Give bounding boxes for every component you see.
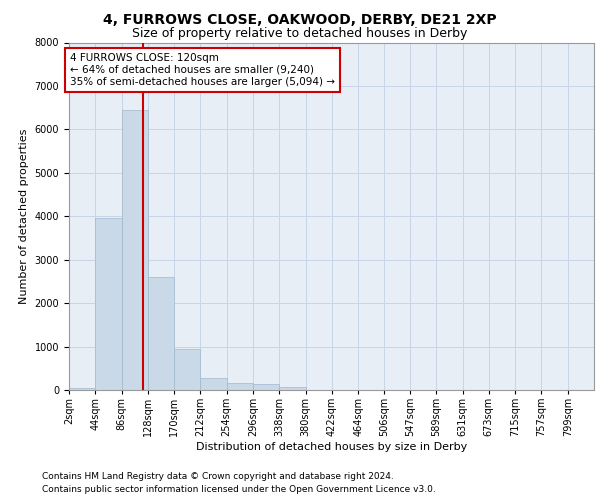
Text: Size of property relative to detached houses in Derby: Size of property relative to detached ho… bbox=[133, 28, 467, 40]
Bar bbox=[227, 384, 253, 390]
Bar bbox=[174, 348, 200, 390]
Text: 4 FURROWS CLOSE: 120sqm
← 64% of detached houses are smaller (9,240)
35% of semi: 4 FURROWS CLOSE: 120sqm ← 64% of detache… bbox=[70, 54, 335, 86]
Bar bbox=[279, 387, 305, 390]
Bar bbox=[200, 378, 227, 390]
X-axis label: Distribution of detached houses by size in Derby: Distribution of detached houses by size … bbox=[196, 442, 467, 452]
Text: Contains HM Land Registry data © Crown copyright and database right 2024.: Contains HM Land Registry data © Crown c… bbox=[42, 472, 394, 481]
Bar bbox=[148, 277, 174, 390]
Bar bbox=[95, 218, 122, 390]
Text: Contains public sector information licensed under the Open Government Licence v3: Contains public sector information licen… bbox=[42, 485, 436, 494]
Y-axis label: Number of detached properties: Number of detached properties bbox=[19, 128, 29, 304]
Text: 4, FURROWS CLOSE, OAKWOOD, DERBY, DE21 2XP: 4, FURROWS CLOSE, OAKWOOD, DERBY, DE21 2… bbox=[103, 12, 497, 26]
Bar bbox=[69, 388, 95, 390]
Bar bbox=[253, 384, 279, 390]
Bar bbox=[122, 110, 148, 390]
